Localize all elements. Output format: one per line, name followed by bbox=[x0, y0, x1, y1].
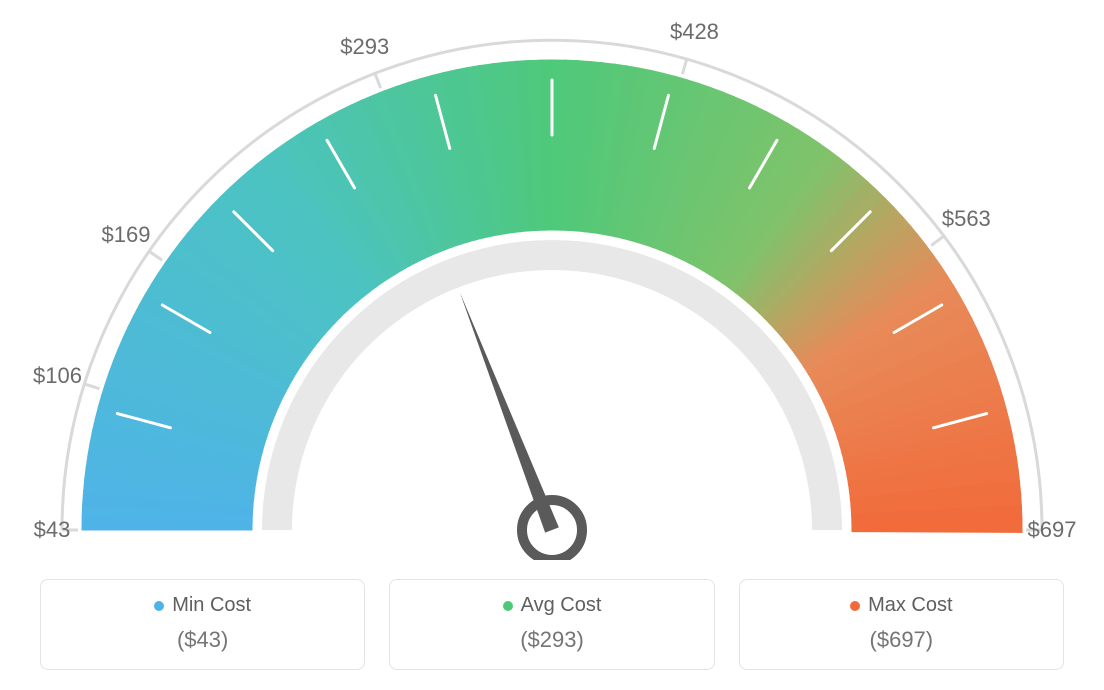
gauge-tick-label: $106 bbox=[33, 363, 82, 389]
legend-label-max: Max Cost bbox=[868, 594, 952, 617]
cost-gauge: $43 $106 $169 $293 $428 $563 $697 bbox=[0, 0, 1104, 560]
gauge-tick-label: $697 bbox=[1028, 517, 1077, 543]
legend-card-avg: Avg Cost ($293) bbox=[389, 579, 714, 670]
legend-label-min: Min Cost bbox=[172, 594, 251, 617]
legend-dot-max bbox=[850, 601, 860, 611]
legend-title-avg: Avg Cost bbox=[503, 594, 602, 617]
legend-card-min: Min Cost ($43) bbox=[40, 579, 365, 670]
gauge-tick-label: $563 bbox=[942, 206, 991, 232]
legend-title-max: Max Cost bbox=[850, 594, 952, 617]
gauge-tick-label: $43 bbox=[34, 517, 71, 543]
gauge-tick-label: $293 bbox=[340, 34, 389, 60]
legend-value-min: ($43) bbox=[51, 627, 354, 653]
legend-dot-avg bbox=[503, 601, 513, 611]
gauge-svg bbox=[0, 0, 1104, 560]
legend-title-min: Min Cost bbox=[154, 594, 251, 617]
legend-card-max: Max Cost ($697) bbox=[739, 579, 1064, 670]
legend-value-avg: ($293) bbox=[400, 627, 703, 653]
legend-row: Min Cost ($43) Avg Cost ($293) Max Cost … bbox=[0, 579, 1104, 670]
gauge-tick-label: $428 bbox=[670, 19, 719, 45]
legend-label-avg: Avg Cost bbox=[521, 594, 602, 617]
legend-dot-min bbox=[154, 601, 164, 611]
gauge-tick-label: $169 bbox=[102, 222, 151, 248]
legend-value-max: ($697) bbox=[750, 627, 1053, 653]
